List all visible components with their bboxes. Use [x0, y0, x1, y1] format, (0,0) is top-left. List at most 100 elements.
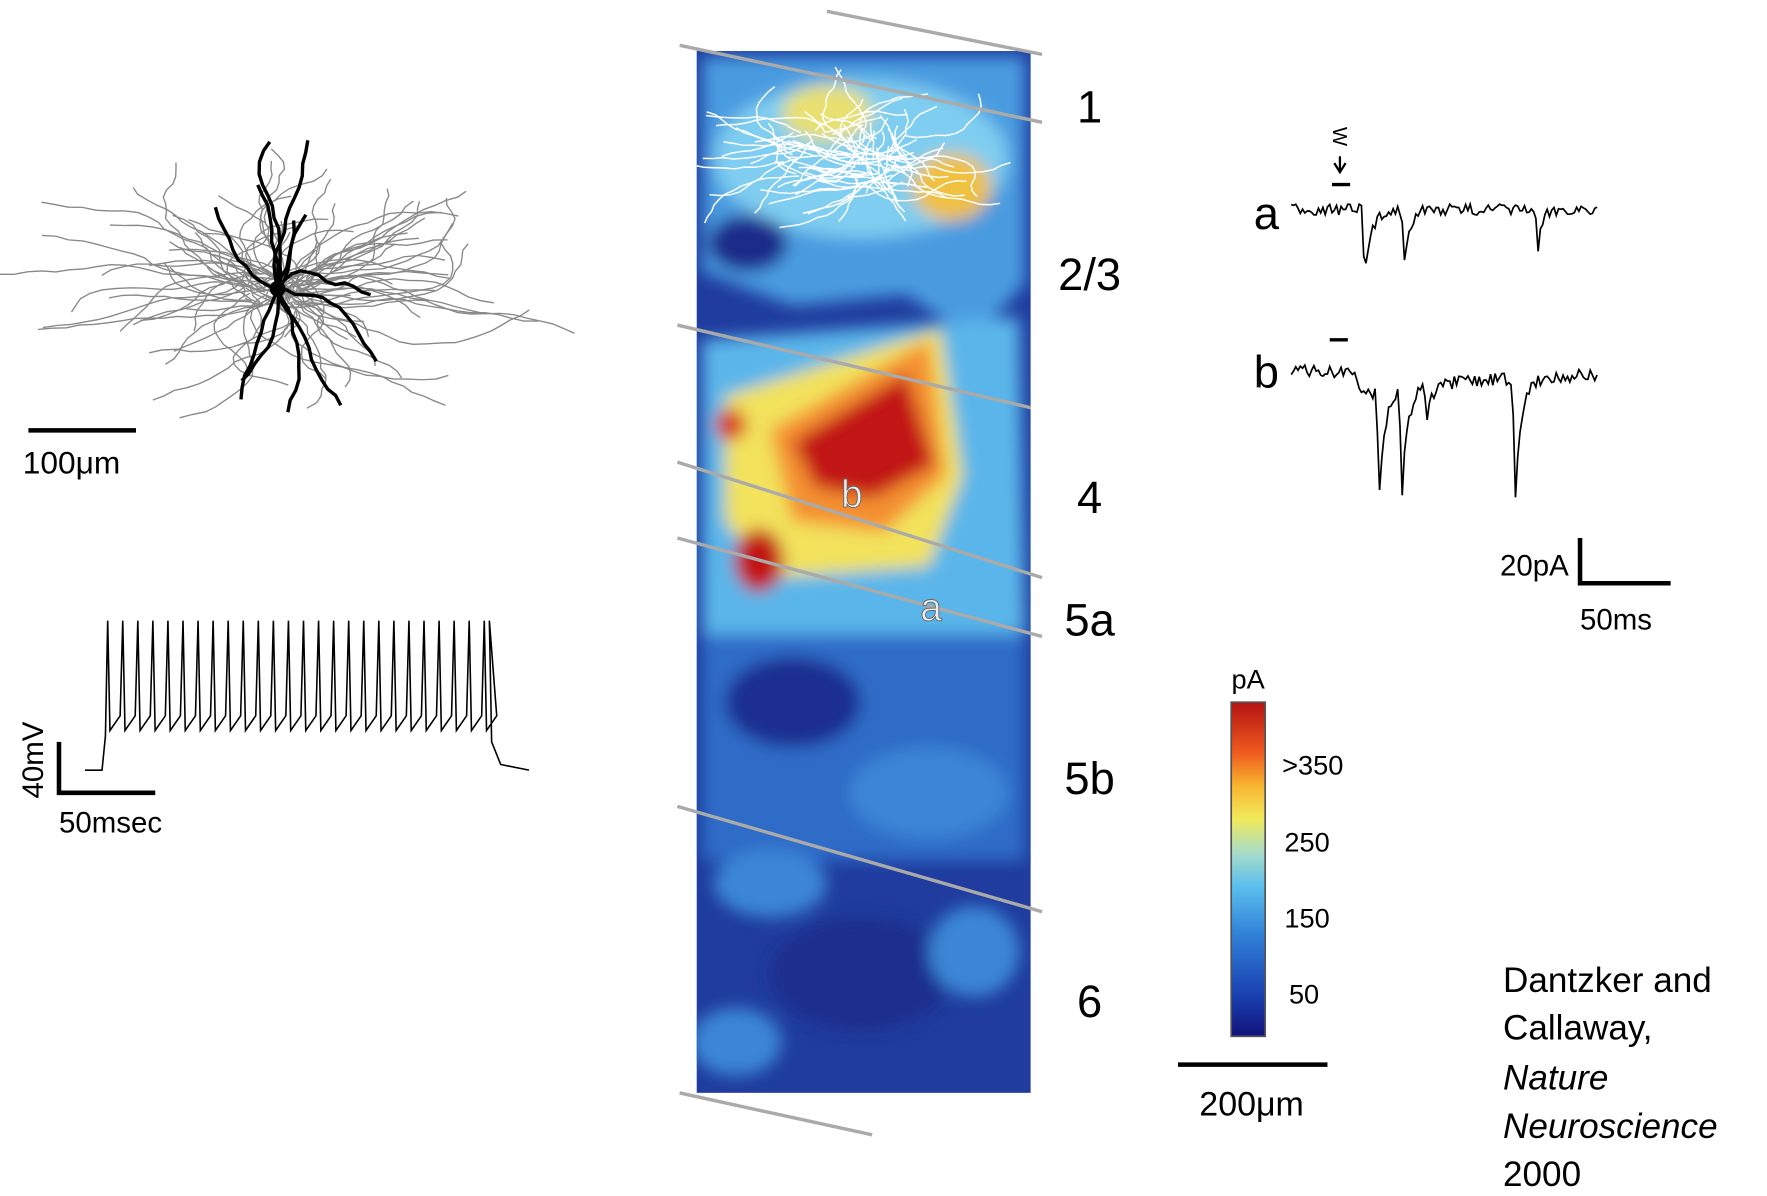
dendrite — [893, 145, 936, 182]
layer-line — [676, 323, 1032, 410]
dendrite — [721, 132, 794, 157]
citation-line: Dantzker and — [1503, 961, 1712, 1000]
dendrite — [277, 287, 378, 363]
dendrite — [256, 184, 280, 289]
dendrite — [213, 292, 251, 377]
dendrite — [309, 297, 539, 322]
dendrite — [905, 93, 982, 139]
dendrite — [702, 142, 810, 160]
dendrite — [276, 269, 372, 297]
dendrite — [820, 113, 878, 140]
dendrite — [132, 187, 300, 294]
citation-line: Neuroscience — [1503, 1107, 1718, 1146]
dendrite — [865, 145, 890, 194]
dendrite — [162, 162, 274, 286]
site-label: a — [920, 587, 942, 630]
dendrite — [787, 140, 856, 169]
dendrite — [285, 249, 317, 305]
dendrite — [846, 136, 884, 189]
dendrite — [706, 114, 802, 134]
dendrite — [827, 150, 955, 168]
current-trace — [1290, 363, 1598, 498]
colorbar — [1230, 701, 1267, 1038]
dendrite — [835, 130, 875, 182]
dendrite — [292, 299, 327, 380]
dendrite — [836, 148, 900, 164]
dendrite — [273, 201, 421, 292]
dendrite — [240, 288, 281, 382]
dendrite — [890, 164, 949, 179]
dendrite — [773, 138, 851, 157]
dendrite — [302, 270, 449, 304]
dendrite — [807, 166, 891, 215]
layer-label: 1 — [1077, 81, 1102, 132]
dendrite — [777, 167, 842, 189]
dendrite — [834, 123, 856, 178]
dendrite — [287, 274, 364, 323]
dendrite — [108, 294, 262, 306]
dendrite — [869, 122, 875, 161]
colorbar-label: 150 — [1284, 903, 1329, 934]
layer-boundaries — [676, 9, 1043, 1137]
dendrite — [297, 211, 442, 296]
layer-label: 2/3 — [1058, 249, 1121, 300]
layer-line — [679, 1091, 873, 1137]
dendrite — [754, 133, 855, 143]
dendrite — [251, 275, 481, 314]
dendrite — [864, 180, 967, 202]
scale-label: 200μm — [1199, 1086, 1304, 1124]
citation-line: Callaway, — [1503, 1009, 1653, 1048]
scale-label: 50ms — [1580, 604, 1652, 637]
dendrite — [119, 271, 273, 332]
dendrite — [754, 139, 814, 214]
heatmap — [696, 50, 1031, 1093]
dendrite — [173, 288, 290, 352]
scale-bar — [56, 741, 156, 796]
dendrite — [305, 190, 467, 280]
dendrite — [858, 93, 929, 142]
dendrite — [885, 147, 944, 184]
dendrite — [792, 139, 850, 156]
dendrite — [272, 140, 310, 290]
dendrite — [299, 303, 530, 345]
dendrite — [774, 160, 838, 183]
layer-label: 4 — [1077, 472, 1102, 523]
dendrite — [847, 181, 904, 198]
dendrite — [42, 273, 245, 329]
dendrite — [213, 206, 279, 291]
dendrite — [716, 116, 826, 134]
layer-line — [676, 536, 1043, 639]
colorbar-label: >350 — [1282, 750, 1343, 781]
dendrite — [818, 180, 947, 199]
layer-line — [679, 43, 1043, 124]
dendrite — [185, 294, 292, 312]
dendrite — [244, 160, 276, 274]
dendrite — [257, 140, 283, 290]
colorbar-label: 250 — [1284, 827, 1329, 858]
dendrite — [270, 272, 349, 341]
citation-line: Nature — [1503, 1059, 1608, 1098]
dendrite — [284, 200, 414, 302]
dendrite — [767, 122, 797, 175]
dendrite — [879, 114, 912, 170]
dendrite — [696, 161, 785, 170]
neuron-reconstruction — [0, 140, 575, 419]
dendrite — [194, 232, 261, 303]
dendrite — [288, 217, 426, 289]
dendrite — [291, 210, 459, 281]
dendrite — [824, 116, 882, 134]
dendrite — [832, 97, 903, 136]
current-trace — [1290, 201, 1598, 264]
layer-line — [826, 9, 1043, 57]
dendrite — [703, 175, 800, 224]
scale-label: 50msec — [59, 806, 162, 839]
layer-line — [676, 804, 1043, 914]
dendrite — [163, 262, 276, 296]
citation-line: 2000 — [1503, 1155, 1581, 1194]
colorbar-unit: pA — [1232, 664, 1266, 695]
dendrite — [300, 287, 575, 334]
dendrite — [232, 297, 289, 386]
